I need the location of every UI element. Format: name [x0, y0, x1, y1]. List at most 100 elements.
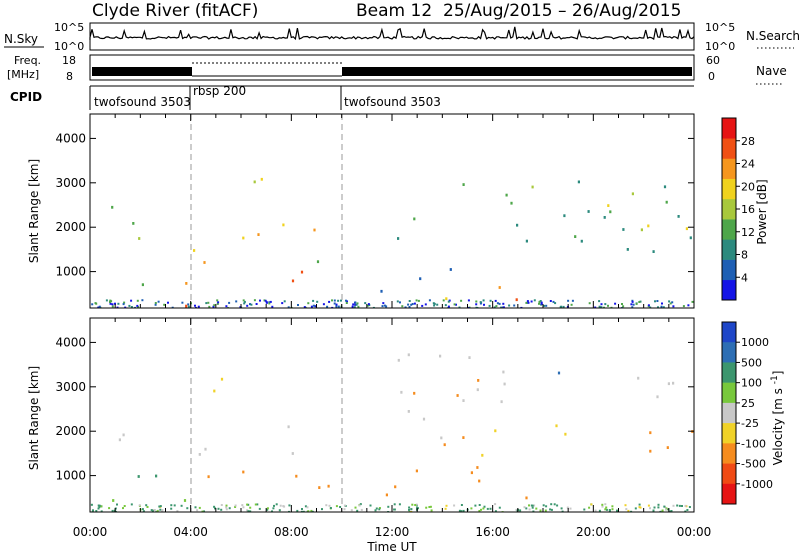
echo-speckle — [684, 504, 687, 507]
echo-speckle — [92, 509, 94, 512]
echo-cell — [183, 499, 187, 502]
echo-speckle — [608, 509, 611, 512]
colorbar-tick-label: -25 — [741, 417, 759, 430]
echo-speckle — [217, 301, 220, 304]
velocity-ylabel: Slant Range [km] — [27, 366, 41, 470]
echo-speckle — [278, 509, 281, 512]
echo-speckle — [502, 306, 505, 308]
echo-speckle — [196, 509, 199, 512]
echo-speckle — [545, 505, 548, 508]
echo-speckle — [638, 301, 641, 303]
echo-cell — [477, 379, 480, 382]
echo-speckle — [430, 509, 433, 512]
echo-speckle — [91, 510, 94, 512]
echo-speckle — [266, 508, 269, 511]
echo-speckle — [157, 300, 160, 303]
y-tick-label: 3000 — [55, 176, 86, 190]
echo-speckle — [539, 300, 542, 302]
echo-speckle — [136, 299, 139, 302]
echo-speckle — [198, 506, 201, 509]
echo-speckle — [429, 505, 432, 508]
y-tick-label: 2000 — [55, 220, 86, 234]
echo-speckle — [220, 504, 223, 506]
echo-speckle — [273, 504, 275, 507]
echo-speckle — [554, 302, 557, 305]
echo-speckle — [378, 507, 381, 509]
echo-speckle — [610, 306, 613, 308]
echo-speckle — [378, 508, 381, 511]
echo-speckle — [176, 510, 179, 512]
echo-speckle — [314, 305, 317, 308]
echo-speckle — [283, 505, 286, 508]
echo-speckle — [275, 503, 278, 506]
echo-speckle — [307, 510, 310, 512]
echo-speckle — [335, 505, 338, 508]
nsky-bottom-tick: 10^0 — [54, 40, 84, 53]
echo-speckle — [387, 505, 390, 508]
echo-speckle — [631, 306, 634, 308]
echo-speckle — [415, 299, 418, 302]
echo-speckle — [474, 504, 477, 507]
echo-speckle — [114, 302, 116, 305]
echo-speckle — [326, 305, 329, 308]
echo-speckle — [665, 508, 667, 511]
echo-speckle — [136, 304, 139, 307]
echo-speckle — [117, 302, 120, 305]
nsearch-bottom-tick: 10^0 — [705, 40, 735, 53]
echo-speckle — [358, 504, 361, 507]
echo-speckle — [567, 299, 570, 302]
echo-speckle — [663, 505, 666, 508]
echo-speckle — [288, 504, 291, 507]
echo-speckle — [207, 301, 210, 304]
echo-speckle — [288, 510, 290, 512]
echo-speckle — [97, 507, 100, 510]
echo-speckle — [635, 302, 638, 305]
echo-cell — [640, 228, 643, 232]
echo-speckle — [141, 299, 144, 302]
echo-speckle — [383, 304, 386, 307]
colorbar-swatch — [722, 342, 736, 363]
nave-top-tick: 60 — [706, 54, 720, 67]
echo-speckle — [480, 508, 482, 511]
echo-speckle — [604, 503, 607, 506]
y-tick-label: 1000 — [55, 265, 86, 279]
echo-cell — [413, 391, 416, 395]
echo-speckle — [447, 305, 450, 308]
echo-speckle — [525, 507, 528, 510]
echo-cell — [515, 298, 518, 302]
echo-speckle — [268, 301, 271, 304]
echo-speckle — [396, 300, 399, 303]
echo-speckle — [414, 504, 417, 506]
echo-speckle — [639, 506, 642, 509]
echo-speckle — [483, 303, 485, 306]
echo-speckle — [616, 509, 618, 512]
echo-speckle — [333, 299, 336, 302]
echo-speckle — [687, 304, 690, 307]
echo-cell — [510, 201, 513, 205]
echo-speckle — [310, 509, 313, 512]
echo-speckle — [515, 508, 518, 511]
echo-speckle — [672, 305, 675, 308]
echo-speckle — [151, 510, 154, 512]
echo-speckle — [201, 510, 204, 512]
echo-cell — [204, 447, 207, 451]
echo-speckle — [271, 510, 273, 512]
echo-speckle — [159, 508, 162, 511]
echo-speckle — [686, 509, 689, 511]
echo-speckle — [246, 503, 249, 506]
echo-speckle — [180, 504, 183, 507]
echo-speckle — [421, 304, 424, 307]
echo-speckle — [354, 301, 357, 304]
echo-cell — [498, 286, 501, 289]
x-tick-label: 12:00 — [375, 525, 410, 539]
echo-cell — [656, 395, 659, 399]
colorbar-swatch — [722, 382, 736, 404]
echo-speckle — [156, 510, 159, 512]
echo-speckle — [337, 305, 340, 308]
echo-speckle — [631, 299, 634, 302]
echo-speckle — [538, 300, 541, 303]
echo-cell — [291, 279, 295, 283]
echo-speckle — [479, 301, 482, 304]
echo-cell — [649, 449, 652, 453]
velocity-colorbar: 1000 500 100 25 -25 -100 -500 -1000 — [721, 321, 773, 505]
